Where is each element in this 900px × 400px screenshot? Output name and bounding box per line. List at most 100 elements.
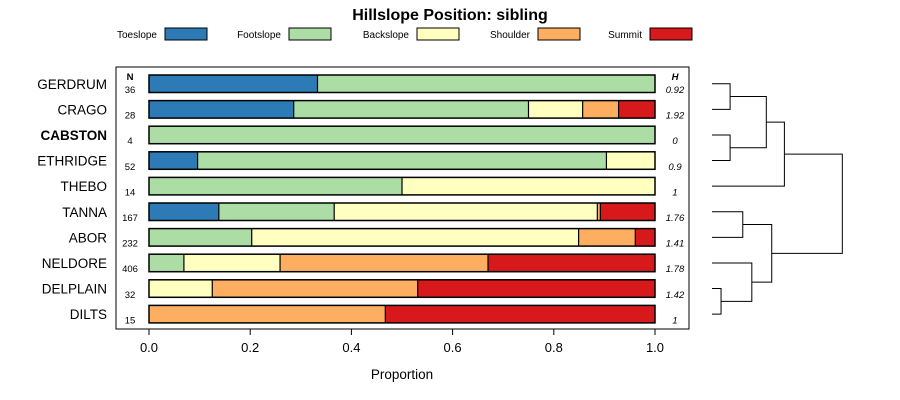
x-tick-label: 0.4 xyxy=(342,340,360,355)
bar-segment-shoulder xyxy=(280,254,489,272)
bar-outline xyxy=(148,176,656,196)
legend-swatch-backslope xyxy=(416,27,460,41)
row-tanna: TANNA 167 1.76 xyxy=(62,202,685,224)
bar-segment-shoulder xyxy=(578,228,636,247)
h-value: 1.78 xyxy=(666,264,685,275)
bar-segment-footslope xyxy=(149,126,655,144)
bar-segment-backslope xyxy=(149,279,213,298)
x-axis: 0.0 0.2 0.4 0.6 0.8 1.0 xyxy=(140,329,664,355)
legend-label-shoulder: Shoulder xyxy=(490,30,531,41)
row-label: GERDRUM xyxy=(37,77,107,92)
bar-segment-backslope xyxy=(334,203,598,221)
n-value: 14 xyxy=(125,187,136,198)
x-tick-label: 0.0 xyxy=(140,340,158,355)
row-thebo: THEBO 14 1 xyxy=(60,176,678,198)
legend-swatch-footslope xyxy=(288,27,332,41)
bar-segment-footslope xyxy=(293,100,529,119)
bar-segment-toeslope xyxy=(149,203,219,221)
h-value: 0.9 xyxy=(668,162,682,173)
h-header: H xyxy=(672,72,680,83)
legend-swatch-shoulder xyxy=(537,27,581,41)
dendrogram xyxy=(712,83,843,315)
bar-segment-summit xyxy=(600,203,655,221)
bar-segment-summit xyxy=(488,254,655,272)
bar-outline xyxy=(148,99,656,119)
dendrogram-link xyxy=(712,83,731,110)
bar-segment-summit xyxy=(635,228,655,247)
bar-segment-shoulder xyxy=(149,305,386,323)
row-dilts: DILTS 15 1 xyxy=(70,304,678,326)
x-tick-label: 0.6 xyxy=(444,340,462,355)
bar-rows: GERDRUM 36 0.92 CRAGO 28 1.92 CABSTON 4 0 ETHRIDG… xyxy=(37,74,685,326)
row-label: DILTS xyxy=(70,307,107,322)
row-label: THEBO xyxy=(60,179,107,194)
bar-outline xyxy=(148,125,656,145)
bar-segment-shoulder xyxy=(582,100,619,119)
row-label: CABSTON xyxy=(40,128,107,143)
bar-segment-shoulder xyxy=(212,279,418,298)
row-label: ABOR xyxy=(69,230,108,245)
h-value: 1.92 xyxy=(666,111,685,122)
bar-segment-footslope xyxy=(218,203,335,221)
n-value: 32 xyxy=(125,290,136,301)
n-value: 15 xyxy=(125,315,136,326)
legend-swatch-toeslope xyxy=(164,27,208,41)
bar-segment-backslope xyxy=(251,228,579,247)
legend: Toeslope Footslope Backslope Shoulder Summit xyxy=(117,27,693,41)
bar-outline xyxy=(148,202,656,222)
n-value: 36 xyxy=(125,85,136,96)
bar-segment-footslope xyxy=(317,75,655,93)
legend-label-footslope: Footslope xyxy=(237,30,281,41)
h-value: 0.92 xyxy=(666,85,685,96)
bar-segment-toeslope xyxy=(149,151,198,170)
n-value: 406 xyxy=(122,264,138,275)
bar-outline xyxy=(148,151,656,171)
row-delplain: DELPLAIN 32 1.42 xyxy=(42,279,685,301)
n-value: 4 xyxy=(127,136,132,147)
x-axis-label: Proportion xyxy=(371,367,433,382)
dendrogram-link xyxy=(712,211,744,238)
row-label: CRAGO xyxy=(57,102,107,117)
chart-title: Hillslope Position: sibling xyxy=(352,7,548,24)
row-label: ETHRIDGE xyxy=(37,154,107,169)
h-value: 1 xyxy=(672,187,677,198)
bar-outline xyxy=(148,253,656,273)
n-value: 167 xyxy=(122,213,138,224)
h-value: 1 xyxy=(672,315,677,326)
legend-label-toeslope: Toeslope xyxy=(117,30,157,41)
bar-segment-toeslope xyxy=(149,75,318,93)
row-gerdrum: GERDRUM 36 0.92 xyxy=(37,74,685,96)
x-tick-label: 0.8 xyxy=(545,340,563,355)
n-value: 28 xyxy=(125,111,136,122)
row-label: NELDORE xyxy=(42,256,107,271)
x-tick-label: 1.0 xyxy=(646,340,664,355)
bar-segment-backslope xyxy=(183,254,281,272)
row-cabston: CABSTON 4 0 xyxy=(40,125,678,147)
n-value: 232 xyxy=(122,239,138,250)
legend-label-backslope: Backslope xyxy=(363,30,410,41)
legend-swatch-summit xyxy=(649,27,693,41)
h-value: 1.41 xyxy=(666,239,685,250)
x-tick-label: 0.2 xyxy=(241,340,259,355)
bar-segment-summit xyxy=(385,305,655,323)
bar-outline xyxy=(148,304,656,324)
legend-label-summit: Summit xyxy=(608,30,642,41)
dendrogram-link xyxy=(712,121,785,187)
bar-segment-backslope xyxy=(528,100,583,119)
h-value: 0 xyxy=(672,136,678,147)
h-value: 1.42 xyxy=(666,290,685,301)
plot-frame xyxy=(115,66,690,330)
row-label: TANNA xyxy=(62,205,107,220)
dendrogram-link xyxy=(712,134,731,162)
row-crago: CRAGO 28 1.92 xyxy=(57,99,685,122)
bar-outline xyxy=(148,279,656,299)
row-ethridge: ETHRIDGE 52 0.9 xyxy=(37,151,682,173)
bar-segment-backslope xyxy=(402,177,655,195)
n-header: N xyxy=(127,72,134,83)
bar-segment-footslope xyxy=(149,228,252,247)
row-label: DELPLAIN xyxy=(42,282,107,297)
bar-segment-footslope xyxy=(149,177,402,195)
dendrogram-link xyxy=(712,262,753,302)
dendrogram-link xyxy=(712,288,722,315)
